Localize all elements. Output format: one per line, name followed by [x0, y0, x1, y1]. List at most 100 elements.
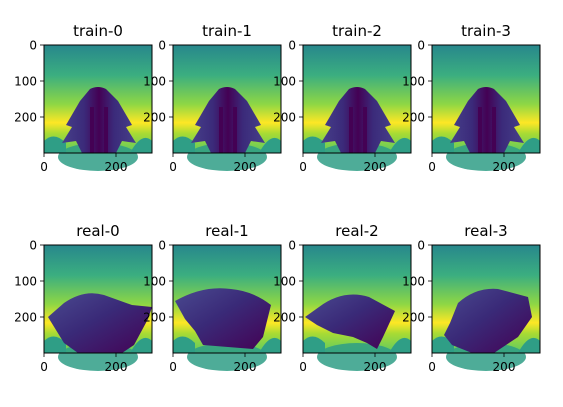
floor-right [389, 137, 411, 153]
y-tick-label: 200 [273, 311, 296, 325]
y-tick-label: 100 [402, 75, 425, 89]
y-tick-label: 0 [417, 239, 425, 253]
subplot-title: train-2 [332, 22, 382, 40]
x-tick-label: 200 [364, 160, 387, 174]
y-tick-label: 0 [29, 239, 37, 253]
x-tick-label: 200 [234, 360, 257, 374]
cloth-shape [444, 288, 532, 353]
floor-right [389, 337, 411, 353]
floor-center [317, 143, 397, 171]
floor-left [303, 336, 325, 353]
subplot-title: real-3 [464, 222, 507, 240]
cloth-shape [305, 294, 395, 349]
axes-frame [302, 244, 412, 354]
floor-center [58, 143, 138, 171]
y-tick-label: 0 [158, 239, 166, 253]
y-tick-label: 0 [29, 39, 37, 53]
y-tick-label: 200 [14, 311, 37, 325]
subplot-train-0: train-0 0 100 200 0 200 [14, 22, 153, 174]
floor-left [44, 136, 66, 153]
floor-right [518, 137, 540, 153]
y-tick-label: 0 [417, 39, 425, 53]
x-tick-label: 0 [169, 360, 177, 374]
subplot-title: real-0 [76, 222, 119, 240]
floor-left [44, 336, 66, 353]
cloth-fold [104, 107, 108, 153]
axes-frame [302, 44, 412, 154]
floor-right [130, 137, 152, 153]
floor-left [173, 336, 195, 353]
floor-left [173, 136, 195, 153]
subplot-real-0: real-0 0 100 200 0 200 [14, 222, 153, 374]
x-tick-label: 200 [234, 160, 257, 174]
x-tick-label: 0 [169, 160, 177, 174]
subplot-title: real-1 [205, 222, 248, 240]
axes-frame [172, 244, 282, 354]
floor-right [130, 337, 152, 353]
x-tick-label: 0 [299, 360, 307, 374]
cloth-fold [363, 107, 367, 153]
floor-center [317, 343, 397, 371]
floor-center [187, 343, 267, 371]
subplot-title: train-3 [461, 22, 511, 40]
x-tick-label: 0 [40, 160, 48, 174]
floor-center [187, 143, 267, 171]
floor-right [259, 337, 281, 353]
y-tick-label: 200 [402, 311, 425, 325]
subplot-title: train-0 [73, 22, 123, 40]
y-tick-label: 100 [273, 275, 296, 289]
y-tick-label: 100 [143, 275, 166, 289]
floor-left [432, 136, 454, 153]
x-tick-label: 200 [105, 160, 128, 174]
cloth-shape [191, 87, 265, 153]
y-tick-label: 0 [288, 39, 296, 53]
subplot-real-1: real-1 0 100 200 0 200 [143, 222, 282, 374]
y-tick-label: 200 [143, 111, 166, 125]
floor-left [303, 136, 325, 153]
subplot-real-2: real-2 0 100 200 0 200 [273, 222, 412, 374]
x-tick-label: 200 [493, 360, 516, 374]
cloth-fold [492, 107, 496, 153]
x-tick-label: 200 [105, 360, 128, 374]
cloth-fold [478, 107, 482, 153]
axes-frame [431, 244, 541, 354]
y-tick-label: 100 [14, 75, 37, 89]
y-tick-label: 0 [158, 39, 166, 53]
cloth-fold [349, 107, 353, 153]
cloth-fold [233, 107, 237, 153]
floor-center [446, 143, 526, 171]
x-tick-label: 200 [364, 360, 387, 374]
y-tick-label: 200 [273, 111, 296, 125]
x-tick-label: 200 [493, 160, 516, 174]
y-tick-label: 0 [288, 239, 296, 253]
floor-right [518, 337, 540, 353]
y-tick-label: 100 [143, 75, 166, 89]
cloth-shape [450, 87, 524, 153]
cloth-shape [48, 293, 152, 353]
subplot-train-3: train-3 0 100 200 0 200 [402, 22, 541, 174]
cloth-shape [175, 288, 271, 349]
cloth-shape [321, 87, 395, 153]
axes-frame [172, 44, 282, 154]
axes-frame [43, 244, 153, 354]
y-tick-label: 100 [14, 275, 37, 289]
cloth-fold [90, 107, 94, 153]
y-tick-label: 100 [402, 275, 425, 289]
x-tick-label: 0 [428, 160, 436, 174]
y-tick-label: 200 [143, 311, 166, 325]
y-tick-label: 100 [273, 75, 296, 89]
subplot-train-1: train-1 0 100 200 0 200 [143, 22, 282, 174]
subplot-title: train-1 [202, 22, 252, 40]
subplot-real-3: real-3 0 100 200 0 200 [402, 222, 541, 374]
y-tick-label: 200 [402, 111, 425, 125]
subplot-train-2: train-2 0 100 200 0 200 [273, 22, 412, 174]
x-tick-label: 0 [40, 360, 48, 374]
cloth-shape [62, 87, 136, 153]
floor-right [259, 137, 281, 153]
axes-frame [43, 44, 153, 154]
cloth-fold [219, 107, 223, 153]
y-tick-label: 200 [14, 111, 37, 125]
x-tick-label: 0 [299, 160, 307, 174]
subplot-title: real-2 [335, 222, 378, 240]
